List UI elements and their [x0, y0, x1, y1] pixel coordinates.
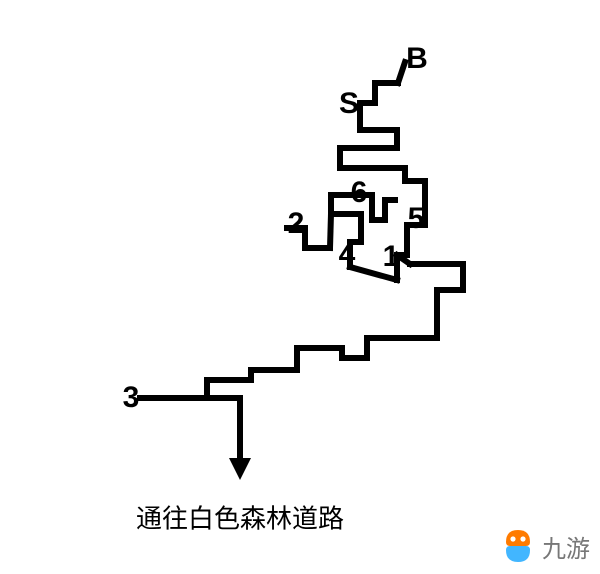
map-node-5: 5 [408, 204, 425, 234]
watermark: 九游 [500, 528, 590, 564]
watermark-text: 九游 [542, 529, 590, 564]
map-diagram: B S 6 5 2 41 3 [0, 0, 600, 574]
map-node-B: B [406, 44, 428, 74]
map-node-2: 2 [288, 209, 305, 239]
map-node-6: 6 [351, 178, 368, 208]
jiuyou-logo-icon [500, 528, 536, 564]
map-node-4: 4 [339, 240, 356, 270]
map-node-3: 3 [123, 383, 140, 413]
caption-text: 通往白色森林道路 [136, 499, 344, 536]
map-path-svg [0, 0, 600, 574]
map-node-S: S [339, 89, 359, 119]
map-node-1: 1 [383, 242, 400, 272]
